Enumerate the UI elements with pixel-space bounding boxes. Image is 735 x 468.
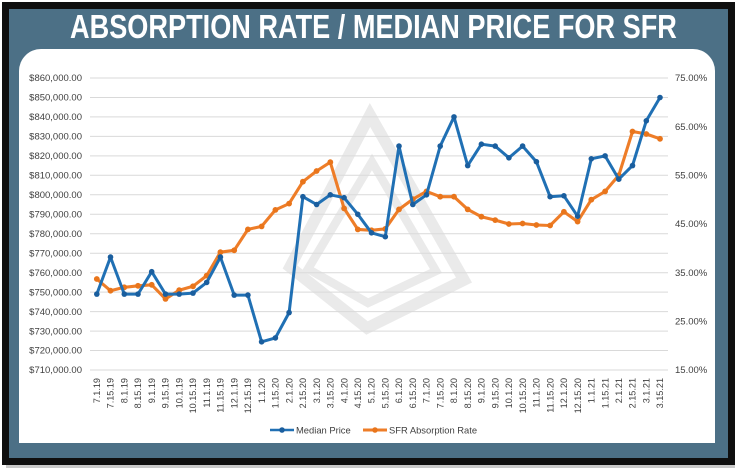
svg-text:4.15.20: 4.15.20 — [353, 378, 363, 408]
svg-text:9.1.20: 9.1.20 — [477, 378, 487, 403]
svg-text:$730,000.00: $730,000.00 — [29, 326, 82, 337]
svg-text:35.00%: 35.00% — [675, 268, 708, 279]
svg-text:45.00%: 45.00% — [675, 219, 708, 230]
svg-text:$750,000.00: $750,000.00 — [29, 287, 82, 298]
svg-text:8.1.19: 8.1.19 — [120, 378, 130, 403]
svg-text:$800,000.00: $800,000.00 — [29, 190, 82, 201]
svg-text:6.1.20: 6.1.20 — [394, 378, 404, 403]
svg-text:15.00%: 15.00% — [675, 365, 708, 376]
svg-text:11.1.20: 11.1.20 — [532, 378, 542, 408]
svg-text:SFR Absorption Rate: SFR Absorption Rate — [389, 425, 477, 436]
svg-text:$770,000.00: $770,000.00 — [29, 248, 82, 259]
svg-text:$830,000.00: $830,000.00 — [29, 132, 82, 143]
svg-text:8.1.20: 8.1.20 — [449, 378, 459, 403]
svg-text:3.1.20: 3.1.20 — [312, 378, 322, 403]
svg-text:75.00%: 75.00% — [675, 73, 708, 84]
svg-text:11.1.19: 11.1.19 — [202, 378, 212, 408]
svg-text:12.15.20: 12.15.20 — [573, 378, 583, 413]
svg-text:10.1.19: 10.1.19 — [174, 378, 184, 408]
svg-text:65.00%: 65.00% — [675, 122, 708, 133]
svg-text:$850,000.00: $850,000.00 — [29, 93, 82, 104]
svg-text:10.15.19: 10.15.19 — [188, 378, 198, 413]
svg-text:9.15.20: 9.15.20 — [490, 378, 500, 408]
svg-text:12.15.19: 12.15.19 — [243, 378, 253, 413]
svg-text:3.15.20: 3.15.20 — [326, 378, 336, 408]
svg-text:2.15.21: 2.15.21 — [628, 378, 638, 408]
svg-text:7.1.19: 7.1.19 — [92, 378, 102, 403]
svg-text:$860,000.00: $860,000.00 — [29, 73, 82, 84]
svg-text:10.15.20: 10.15.20 — [518, 378, 528, 413]
svg-text:2.1.20: 2.1.20 — [284, 378, 294, 403]
svg-text:7.15.20: 7.15.20 — [435, 378, 445, 408]
svg-text:8.15.20: 8.15.20 — [463, 378, 473, 408]
svg-text:11.15.19: 11.15.19 — [216, 378, 226, 413]
svg-text:2.15.20: 2.15.20 — [298, 378, 308, 408]
svg-text:9.1.19: 9.1.19 — [147, 378, 157, 403]
svg-text:$790,000.00: $790,000.00 — [29, 210, 82, 221]
svg-text:1.15.20: 1.15.20 — [271, 378, 281, 408]
svg-text:9.15.19: 9.15.19 — [161, 378, 171, 408]
svg-text:$820,000.00: $820,000.00 — [29, 151, 82, 162]
svg-text:3.15.21: 3.15.21 — [655, 378, 665, 408]
svg-text:55.00%: 55.00% — [675, 171, 708, 182]
svg-text:5.15.20: 5.15.20 — [381, 378, 391, 408]
svg-text:11.15.20: 11.15.20 — [545, 378, 555, 413]
svg-text:$760,000.00: $760,000.00 — [29, 268, 82, 279]
svg-text:6.15.20: 6.15.20 — [408, 378, 418, 408]
svg-text:3.1.21: 3.1.21 — [642, 378, 652, 403]
svg-text:$720,000.00: $720,000.00 — [29, 346, 82, 357]
svg-text:12.1.19: 12.1.19 — [229, 378, 239, 408]
svg-text:$810,000.00: $810,000.00 — [29, 171, 82, 182]
svg-text:1.15.21: 1.15.21 — [600, 378, 610, 408]
svg-text:2.1.21: 2.1.21 — [614, 378, 624, 403]
svg-text:5.1.20: 5.1.20 — [367, 378, 377, 403]
svg-text:7.15.19: 7.15.19 — [106, 378, 116, 408]
svg-text:$780,000.00: $780,000.00 — [29, 229, 82, 240]
svg-text:4.1.20: 4.1.20 — [339, 378, 349, 403]
svg-text:$740,000.00: $740,000.00 — [29, 307, 82, 318]
svg-text:1.1.21: 1.1.21 — [587, 378, 597, 403]
svg-text:$710,000.00: $710,000.00 — [29, 365, 82, 376]
svg-text:10.1.20: 10.1.20 — [504, 378, 514, 408]
svg-text:8.15.19: 8.15.19 — [133, 378, 143, 408]
svg-text:Median Price: Median Price — [296, 425, 351, 436]
svg-text:1.1.20: 1.1.20 — [257, 378, 267, 403]
svg-text:25.00%: 25.00% — [675, 317, 708, 328]
svg-text:$840,000.00: $840,000.00 — [29, 112, 82, 123]
svg-text:7.1.20: 7.1.20 — [422, 378, 432, 403]
svg-text:12.1.20: 12.1.20 — [559, 378, 569, 408]
